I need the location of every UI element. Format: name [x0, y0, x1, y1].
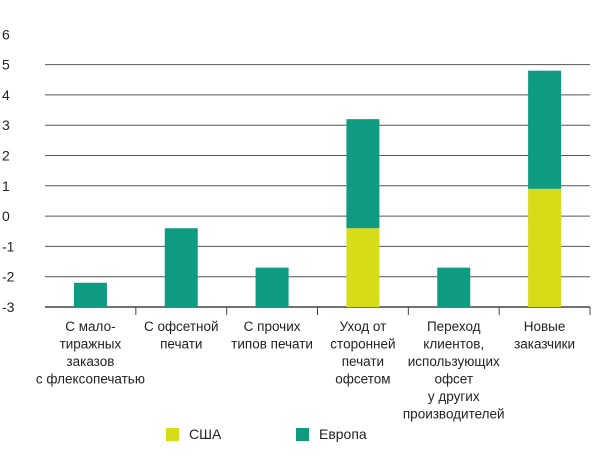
bar-europe: [73, 282, 107, 307]
bar-europe: [255, 267, 289, 307]
legend-item-europe: Европа: [296, 426, 367, 442]
bars: [73, 70, 562, 307]
y-tick-label: 5: [2, 57, 10, 73]
x-category-label: Новые заказчики: [514, 319, 575, 352]
bar-usa: [346, 228, 380, 307]
bar-europe: [528, 70, 562, 189]
y-tick-label: -2: [2, 269, 15, 285]
y-tick-label: 3: [2, 117, 10, 133]
y-tick-label: 4: [2, 87, 10, 103]
legend-item-usa: США: [166, 426, 221, 442]
y-tick-label: 2: [2, 148, 10, 164]
legend-swatch-usa: [166, 427, 179, 441]
y-tick-label: 6: [2, 26, 10, 42]
y-tick-label: 1: [2, 178, 10, 194]
bar-europe: [437, 267, 471, 307]
legend-swatch-europe: [296, 427, 309, 441]
y-axis-ticks: 6 5 4 3 2 1 0 -1 -2 -3: [2, 26, 15, 315]
legend-label-europe: Европа: [319, 426, 367, 442]
y-tick-label: 0: [2, 208, 10, 224]
x-category-label: С мало-тиражных заказов с флексопечатью: [36, 319, 145, 387]
legend-label-usa: США: [189, 426, 222, 442]
grid-lines: [45, 64, 591, 315]
x-category-label: С офсетной печати: [144, 319, 219, 352]
bar-europe: [346, 119, 380, 229]
y-tick-label: -3: [2, 299, 15, 315]
y-tick-label: -1: [2, 238, 15, 254]
bar-europe: [164, 228, 198, 307]
x-category-label: С прочих типов печати: [231, 319, 313, 352]
x-category-label: Переход клиентов, использующих офсет у други…: [403, 319, 505, 422]
bar-usa: [528, 188, 562, 307]
x-category-label: Уход от сторонней печати офсетом: [330, 319, 395, 387]
